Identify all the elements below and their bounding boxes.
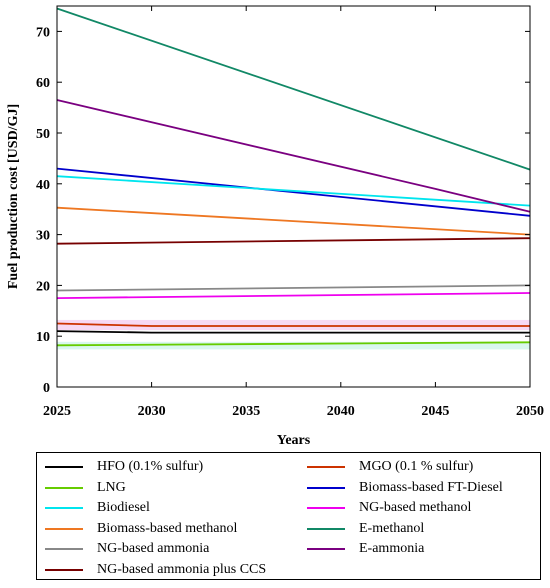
x-tick-label: 2040 [327,404,355,419]
legend-swatch [45,507,83,509]
legend-item: E-ammonia [307,539,424,559]
legend-label: NG-based ammonia [97,541,210,556]
legend-item: Biomass-based methanol [45,519,237,539]
series-line [56,167,531,217]
series-line [56,284,531,292]
legend-swatch [45,568,83,571]
legend-swatch [307,548,345,550]
x-axis-label: Years [277,433,311,448]
y-tick-label: 60 [36,76,50,91]
legend-item: NG-based methanol [307,498,471,518]
legend-label: E-ammonia [359,541,425,556]
legend-swatch [45,527,83,530]
legend-label: HFO (0.1% sulfur) [97,459,204,474]
legend-item: MGO (0.1 % sulfur) [307,457,473,477]
series-line [56,237,531,245]
legend-swatch [307,527,345,530]
legend-label: E-methanol [359,520,425,536]
legend-label: LNG [97,479,126,495]
legend-item: E-methanol [307,519,424,539]
legend-swatch [45,466,83,468]
legend-item: NG-based ammonia [45,539,209,559]
legend-item: Biodiesel [45,498,150,518]
plot-frame [56,5,531,388]
legend-label: Biomass-based FT-Diesel [359,479,503,495]
legend-swatch [307,507,345,509]
legend-label: NG-based methanol [359,500,472,515]
legend-label: Biodiesel [97,500,150,515]
series-line [56,175,531,207]
y-tick-label: 0 [43,381,50,396]
legend-item: Biomass-based FT-Diesel [307,478,503,498]
y-axis-label: Fuel production cost [USD/GJ] [6,104,21,289]
legend: HFO (0.1% sulfur) MGO (0.1 % sulfur) LNG Bi… [36,452,541,580]
y-tick-label: 40 [36,178,50,193]
legend-label: NG-based ammonia plus CCS [97,561,267,577]
legend-label: MGO (0.1 % sulfur) [359,459,474,474]
y-tick-label: 10 [36,330,50,345]
y-tick-label: 70 [36,25,50,40]
y-tick-label: 30 [36,229,50,244]
legend-item: HFO (0.1% sulfur) [45,457,203,477]
x-tick-label: 2025 [43,404,71,419]
legend-swatch [45,486,83,489]
series-line [56,341,531,347]
series-line [56,99,531,213]
y-tick-label: 20 [36,279,50,294]
series-line [56,206,531,236]
band-shade [57,319,530,331]
legend-label: Biomass-based methanol [97,520,238,536]
series-line [56,330,530,334]
x-tick-label: 2045 [421,404,449,419]
series-line [56,322,530,327]
legend-swatch [45,548,83,550]
band-shade [57,341,530,350]
legend-swatch [307,486,345,489]
legend-swatch [307,466,345,468]
legend-item: LNG [45,478,126,498]
x-tick-label: 2035 [232,404,260,419]
series-line [56,7,531,171]
x-tick-label: 2050 [516,404,544,419]
x-tick-label: 2030 [138,404,166,419]
y-tick-label: 50 [36,127,50,142]
series-line [56,292,531,299]
legend-item: NG-based ammonia plus CCS [45,560,266,580]
